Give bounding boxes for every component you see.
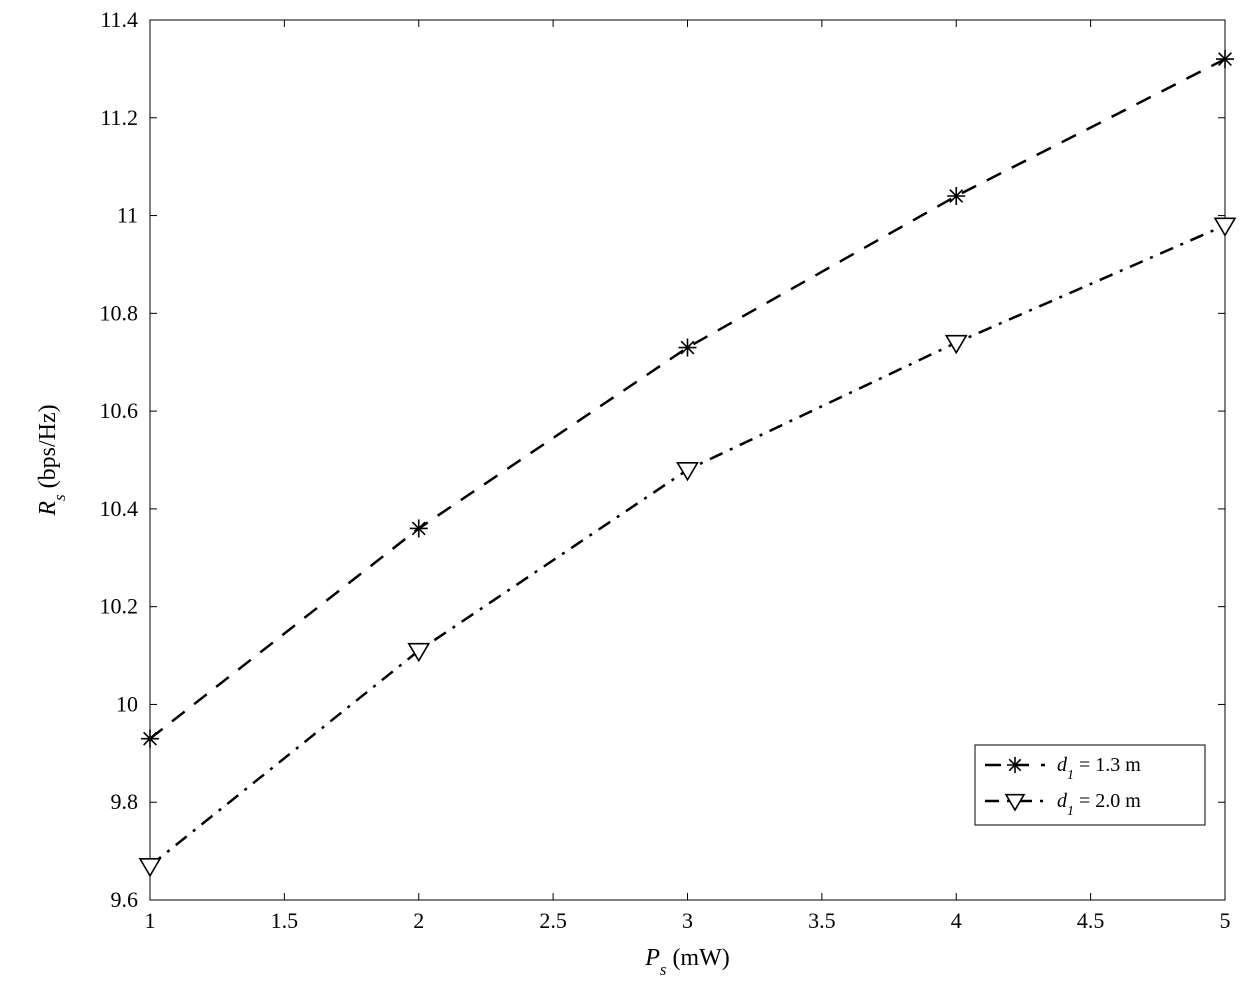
series-d1_1.3m — [150, 59, 1225, 739]
y-tick-label: 11 — [117, 203, 138, 228]
x-tick-label: 3 — [682, 908, 693, 933]
line-chart: 1 1.5 2 2.5 3 3.5 4 4.5 5 9.6 9.8 10 10.2 10.4 10.6 10.… — [0, 0, 1240, 987]
x-tick-label: 1.5 — [271, 908, 299, 933]
y-tick-label: 11.4 — [100, 7, 138, 32]
x-tick-label: 2.5 — [539, 908, 567, 933]
y-tick-label: 10.6 — [100, 398, 139, 423]
y-tick-label: 10.4 — [100, 496, 139, 521]
y-tick-label: 10 — [116, 691, 138, 716]
x-tick-label: 5 — [1220, 908, 1231, 933]
x-axis-label: Ps (mW) — [644, 945, 730, 979]
legend: d1 = 1.3 md1 = 2.0 m — [975, 745, 1205, 825]
x-tick-label: 2 — [413, 908, 424, 933]
y-tick-label: 9.8 — [111, 789, 139, 814]
x-tick-label: 1 — [145, 908, 156, 933]
y-axis-label: Rs (bps/Hz) — [35, 404, 69, 516]
series-markers-d1_1.3m — [141, 50, 1234, 748]
x-tick-label: 4 — [951, 908, 962, 933]
y-tick-label: 11.2 — [100, 105, 138, 130]
y-tick-label: 9.6 — [111, 887, 139, 912]
chart-container: 1 1.5 2 2.5 3 3.5 4 4.5 5 9.6 9.8 10 10.2 10.4 10.6 10.… — [0, 0, 1240, 987]
y-tick-label: 10.8 — [100, 300, 139, 325]
x-tick-label: 4.5 — [1077, 908, 1105, 933]
y-tick-label: 10.2 — [100, 594, 139, 619]
x-tick-label: 3.5 — [808, 908, 836, 933]
